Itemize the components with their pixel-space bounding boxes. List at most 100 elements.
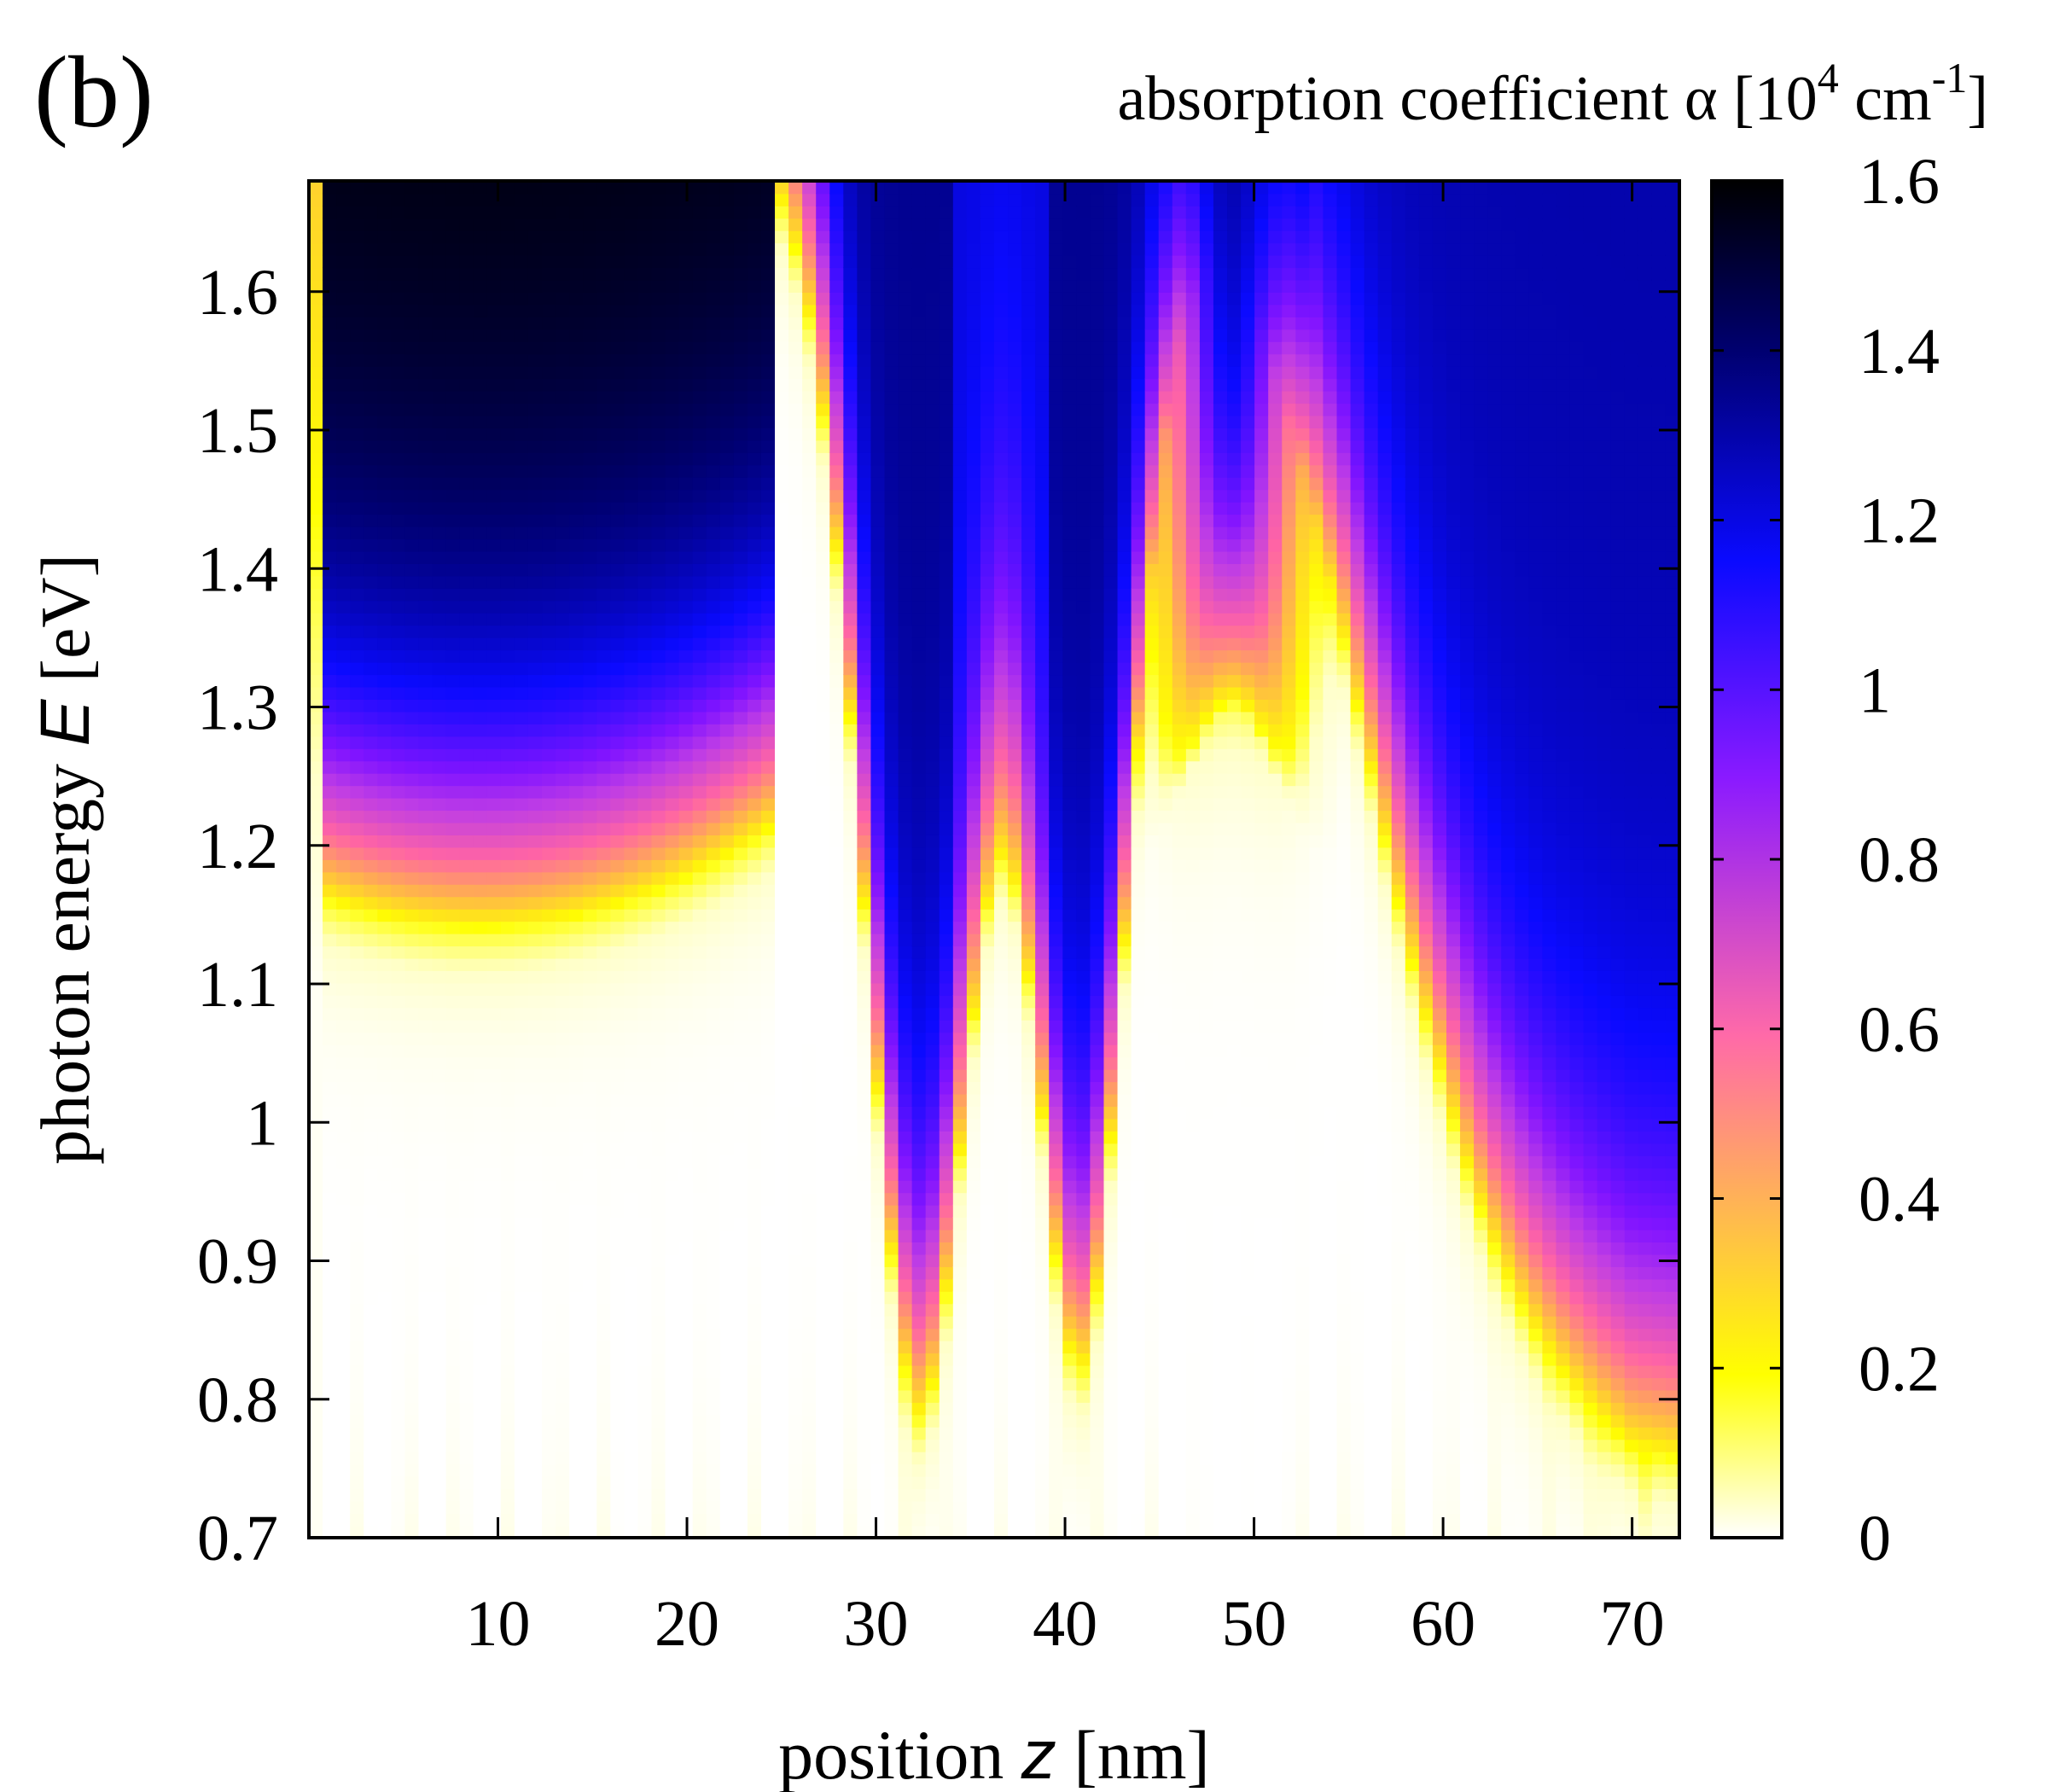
heatmap-cell (556, 1118, 571, 1132)
heatmap-cell (473, 1254, 488, 1267)
heatmap-cell (651, 1093, 666, 1107)
heatmap-cell (788, 588, 804, 602)
heatmap-cell (706, 476, 721, 491)
heatmap-cell (377, 550, 393, 564)
heatmap-cell (500, 835, 515, 848)
heatmap-cell (527, 1093, 543, 1107)
heatmap-cell (459, 1131, 474, 1144)
heatmap-cell (309, 1155, 323, 1169)
heatmap-cell (377, 1229, 393, 1242)
heatmap-cell (898, 1303, 913, 1317)
heatmap-cell (336, 1513, 352, 1527)
heatmap-cell (391, 575, 406, 589)
heatmap-cell (527, 1229, 543, 1242)
heatmap-cell (610, 1032, 625, 1045)
heatmap-cell (829, 970, 845, 984)
heatmap-cell (583, 1278, 598, 1292)
heatmap-cell (678, 1500, 694, 1514)
heatmap-cell (364, 1290, 379, 1305)
heatmap-cell (514, 797, 529, 812)
heatmap-cell (829, 205, 845, 219)
heatmap-cell (404, 1131, 420, 1144)
heatmap-cell (610, 1093, 625, 1107)
heatmap-cell (843, 724, 858, 737)
heatmap-cell (760, 957, 776, 971)
heatmap-cell (336, 1217, 352, 1231)
heatmap-cell (486, 1007, 502, 1021)
heatmap-cell (391, 1513, 406, 1527)
heatmap-cell (760, 575, 776, 589)
heatmap-cell (514, 1426, 529, 1440)
heatmap-cell (816, 317, 831, 330)
heatmap-cell (569, 514, 585, 527)
heatmap-cell (665, 340, 680, 355)
heatmap-cell (829, 1315, 845, 1329)
heatmap-cell (665, 1106, 680, 1120)
heatmap-cell (760, 1525, 776, 1539)
heatmap-cell (514, 1303, 529, 1317)
heatmap-cell (556, 1340, 571, 1354)
heatmap-cell (747, 1475, 762, 1490)
heatmap-cell (719, 1254, 735, 1267)
heatmap-cell (500, 1475, 515, 1490)
heatmap-cell (309, 242, 323, 256)
heatmap-cell (486, 1106, 502, 1120)
heatmap-cell (323, 218, 338, 231)
heatmap-cell (788, 1143, 804, 1156)
heatmap-cell (610, 1290, 625, 1305)
heatmap-cell (542, 686, 556, 700)
heatmap-cell (760, 1426, 776, 1440)
heatmap-cell (651, 193, 666, 207)
heatmap-cell (925, 1439, 940, 1452)
heatmap-cell (733, 711, 748, 724)
heatmap-cell (843, 1204, 858, 1219)
heatmap-cell (404, 1229, 420, 1242)
heatmap-cell (829, 415, 845, 428)
heatmap-cell (377, 1155, 393, 1169)
heatmap-cell (760, 1439, 776, 1452)
heatmap-cell (350, 1131, 365, 1144)
heatmap-cell (569, 748, 585, 762)
heatmap-cell (556, 415, 571, 428)
heatmap-cell (527, 896, 543, 910)
heatmap-cell (432, 1217, 447, 1231)
heatmap-cell (706, 464, 721, 478)
heatmap-cell (816, 970, 831, 984)
heatmap-cell (323, 797, 338, 812)
heatmap-cell (500, 1364, 515, 1378)
heatmap-cell (925, 1242, 940, 1255)
heatmap-cell (775, 230, 789, 244)
heatmap-cell (569, 871, 585, 885)
heatmap-cell (556, 1475, 571, 1490)
heatmap-cell (829, 908, 845, 922)
heatmap-cell (364, 452, 379, 466)
heatmap-cell (747, 945, 762, 959)
heatmap-cell (610, 1451, 625, 1465)
heatmap-cell (309, 600, 323, 614)
heatmap-cell (432, 1315, 447, 1329)
heatmap-cell (391, 637, 406, 651)
heatmap-cell (596, 625, 612, 638)
heatmap-cell (898, 995, 913, 1009)
heatmap-cell (719, 329, 735, 342)
heatmap-cell (857, 612, 872, 626)
heatmap-cell (459, 1488, 474, 1502)
heatmap-cell (733, 1340, 748, 1354)
heatmap-cell (473, 1093, 488, 1107)
heatmap-cell (569, 945, 585, 959)
heatmap-cell (500, 403, 515, 416)
heatmap-cell (788, 625, 804, 638)
heatmap-cell (898, 439, 913, 453)
heatmap-cell (898, 1488, 913, 1502)
heatmap-cell (884, 772, 899, 787)
heatmap-cell (775, 1513, 789, 1527)
heatmap-cell (596, 970, 612, 984)
heatmap-cell (432, 181, 447, 195)
heatmap-cell (665, 1068, 680, 1083)
heatmap-cell (569, 674, 585, 688)
heatmap-cell (418, 538, 433, 552)
heatmap-cell (816, 304, 831, 317)
heatmap-cell (336, 686, 352, 700)
heatmap-cell (556, 1217, 571, 1231)
